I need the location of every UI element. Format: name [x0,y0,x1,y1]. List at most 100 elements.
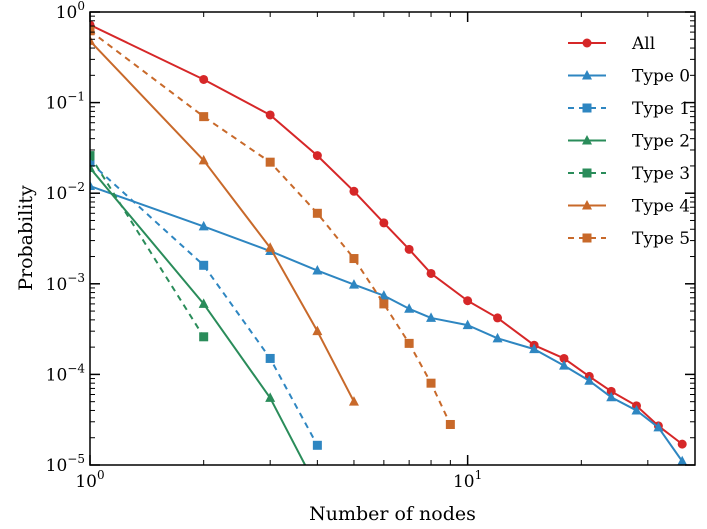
data-point [631,404,642,415]
series-type-2 [90,162,322,493]
series-line-type-5 [90,30,452,425]
data-point [378,290,389,300]
y-tick-label: 10−4 [46,361,86,385]
data-point [312,151,322,161]
data-point [90,151,95,161]
data-point [426,312,437,322]
data-point [426,268,436,278]
data-point [559,360,570,370]
series-layer [90,20,688,493]
series-type-4 [90,35,359,406]
ticks-layer: 100 101 100 10−1 10−2 10−3 10−4 10−5 [46,0,695,492]
data-point [677,439,687,449]
data-point [426,378,436,388]
legend-entry-type-3: Type 3 [568,164,690,184]
data-point [492,332,503,343]
data-point [653,421,664,432]
data-point [349,254,359,264]
legend-entry-type-5: Type 5 [568,229,690,249]
data-point [312,265,323,275]
data-point [559,353,569,363]
data-point [606,386,616,396]
series-line-type-4 [90,40,355,403]
legend-marker [582,135,592,145]
data-point [265,110,275,120]
data-point [404,303,415,313]
legend-label: Type 3 [632,164,690,184]
data-point [348,396,359,406]
data-point [265,392,276,402]
legend-marker [582,233,592,243]
data-point [404,244,414,254]
legend-entry-all: All [568,34,655,54]
x-tick-label: 101 [453,468,482,492]
data-point [90,35,95,45]
legend-marker [582,38,592,48]
data-point [445,419,455,429]
series-line-type-2 [90,167,307,465]
legend-label: Type 0 [632,67,690,87]
series-all [90,20,687,449]
legend-entry-type-4: Type 4 [568,197,690,217]
plot-frame [89,11,696,466]
data-point [312,483,322,493]
data-point [199,260,209,270]
data-point [265,242,276,252]
y-axis-title: Probability [15,185,37,291]
data-point [199,74,209,84]
y-tick-label: 10−2 [46,180,85,204]
data-point [265,353,275,363]
data-point [90,157,95,167]
data-point [584,375,595,385]
data-point [349,186,359,196]
legend-marker [582,70,592,80]
series-type-0 [90,180,688,465]
legend-label: Type 2 [632,132,690,152]
data-point [493,313,503,323]
data-point [404,338,414,348]
legend-marker [582,168,592,178]
data-point [379,299,389,309]
legend-marker [582,200,592,210]
data-point [198,154,209,165]
data-point [348,279,359,289]
y-tick-label: 10−3 [46,271,85,295]
series-line-all [90,24,683,445]
data-point [312,325,323,336]
data-point [198,220,209,231]
y-tick-label: 100 [56,0,85,23]
series-type-5 [90,26,455,429]
x-axis-title: Number of nodes [309,503,476,525]
legend-entry-type-0: Type 0 [568,67,690,87]
series-line-type-1 [90,161,319,446]
y-tick-label: 10−1 [46,90,85,114]
legend-entry-type-1: Type 1 [568,99,690,119]
data-point [463,296,473,306]
data-point [90,26,95,36]
data-point [90,162,95,172]
y-tick-label: 10−5 [46,452,85,476]
data-point [265,157,275,167]
legend-label: All [631,34,655,54]
legend-label: Type 4 [632,197,690,217]
series-line-type-3 [90,155,205,338]
data-point [677,455,688,465]
data-point [312,440,322,450]
series-type-3 [90,151,209,342]
series-type-1 [90,157,322,450]
legend: All Type 0 Type 1 Type 2 Type 3 Type 4 Type 5 [568,34,690,249]
legend-label: Type 5 [632,229,690,249]
data-point [379,218,389,228]
series-line-type-0 [90,185,684,462]
data-point [199,332,209,342]
legend-marker [582,103,592,113]
data-point [198,298,209,308]
data-point [90,180,95,191]
data-point [199,112,209,122]
data-point [312,208,322,218]
x-tick-label: 100 [75,468,104,492]
data-point [529,343,540,354]
legend-entry-type-2: Type 2 [568,132,690,152]
data-point [462,319,473,330]
